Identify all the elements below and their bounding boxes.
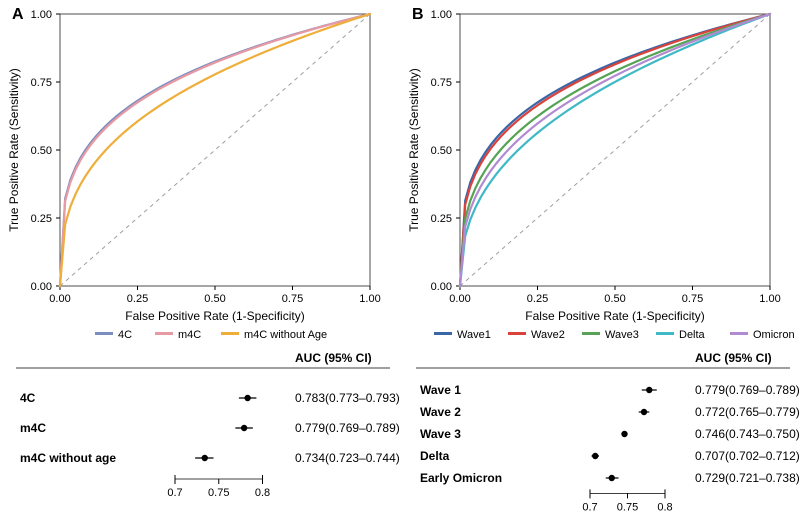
forest-tick-label: 0.8	[255, 487, 270, 499]
forest-tick-label: 0.7	[167, 487, 182, 499]
legend-swatch	[434, 332, 452, 335]
legend-swatch	[95, 332, 113, 335]
y-tick-label: 0.50	[431, 145, 452, 157]
x-tick-label: 1.00	[759, 293, 780, 305]
forest-tick-label: 0.7	[582, 501, 597, 513]
forest-header: AUC (95% CI)	[695, 351, 772, 365]
x-tick-label: 0.75	[282, 293, 303, 305]
forest-row-label: Delta	[420, 449, 450, 463]
forest-point	[621, 431, 627, 437]
forest-value: 0.707(0.702–0.712)	[695, 449, 800, 463]
x-tick-label: 0.75	[682, 293, 703, 305]
y-tick-label: 0.75	[31, 77, 52, 89]
forest-row-label: Wave 3	[420, 427, 461, 441]
forest-value: 0.734(0.723–0.744)	[295, 451, 400, 465]
forest-value: 0.746(0.743–0.750)	[695, 427, 800, 441]
y-tick-label: 0.25	[31, 213, 52, 225]
x-tick-label: 0.00	[49, 293, 70, 305]
x-tick-label: 0.25	[127, 293, 148, 305]
y-tick-label: 1.00	[31, 9, 52, 21]
forest-point	[641, 409, 647, 415]
y-tick-label: 0.50	[31, 145, 52, 157]
legend-swatch	[656, 332, 674, 335]
panel-b: 0.000.00 0.25 0.25 0.50 0.50 0.75 0.75 1.00 1.00…	[400, 0, 800, 519]
forest-value: 0.772(0.765–0.779)	[695, 405, 800, 419]
legend-swatch	[582, 332, 600, 335]
legend-label: 4C	[118, 329, 132, 341]
forest-point	[646, 387, 652, 393]
legend-swatch	[155, 332, 173, 335]
y-tick-label: 0.25	[431, 213, 452, 225]
x-axis-title: False Positive Rate (1-Specificity)	[125, 309, 304, 323]
x-tick-label: 0.00	[449, 293, 470, 305]
forest-point	[609, 475, 615, 481]
x-tick-label: 0.25	[527, 293, 548, 305]
forest-header: AUC (95% CI)	[295, 351, 372, 365]
legend-label: Delta	[679, 329, 706, 341]
x-tick-label: 1.00	[359, 293, 380, 305]
forest-tick-label: 0.75	[208, 487, 229, 499]
forest-value: 0.779(0.769–0.789)	[295, 421, 400, 435]
legend-swatch	[730, 332, 748, 335]
x-axis-title: False Positive Rate (1-Specificity)	[525, 309, 704, 323]
legend-swatch	[221, 332, 239, 335]
legend-label: m4C	[178, 329, 201, 341]
legend-swatch	[508, 332, 526, 335]
y-tick-label: 1.00	[431, 9, 452, 21]
legend-label: Wave3	[605, 329, 639, 341]
legend-label: m4C without Age	[244, 329, 327, 341]
forest-row-label: Wave 1	[420, 383, 461, 397]
forest-tick-label: 0.8	[657, 501, 672, 513]
y-tick-label: 0.75	[431, 77, 452, 89]
x-tick-label: 0.50	[204, 293, 225, 305]
forest-row-label: 4C	[20, 391, 36, 405]
forest-row-label: m4C without age	[20, 451, 116, 465]
panel-a: 0.000.00 0.25 0.25 0.50 0.50 0.75 0.75 1.00 1.00…	[0, 0, 400, 519]
legend-label: Omicron	[753, 329, 795, 341]
forest-row-label: Wave 2	[420, 405, 461, 419]
forest-point	[241, 425, 247, 431]
figure: A B 0.000.000.250.250.500.500.750.751.00…	[0, 0, 800, 519]
y-axis-title: True Positive Rate (Sensitivity)	[7, 68, 21, 232]
legend-label: Wave1	[457, 329, 491, 341]
forest-row-label: m4C	[20, 421, 46, 435]
forest-point	[202, 455, 208, 461]
legend-label: Wave2	[531, 329, 565, 341]
forest-value: 0.779(0.769–0.789)	[695, 383, 800, 397]
forest-point	[592, 453, 598, 459]
forest-value: 0.729(0.721–0.738)	[695, 471, 800, 485]
forest-tick-label: 0.75	[617, 501, 638, 513]
forest-row-label: Early Omicron	[420, 471, 502, 485]
y-axis-title: True Positive Rate (Sensitivity)	[407, 68, 421, 232]
forest-value: 0.783(0.773–0.793)	[295, 391, 400, 405]
y-tick-label: 0.00	[431, 281, 452, 293]
forest-point	[244, 395, 250, 401]
y-tick-label: 0.00	[31, 281, 52, 293]
x-tick-label: 0.50	[604, 293, 625, 305]
